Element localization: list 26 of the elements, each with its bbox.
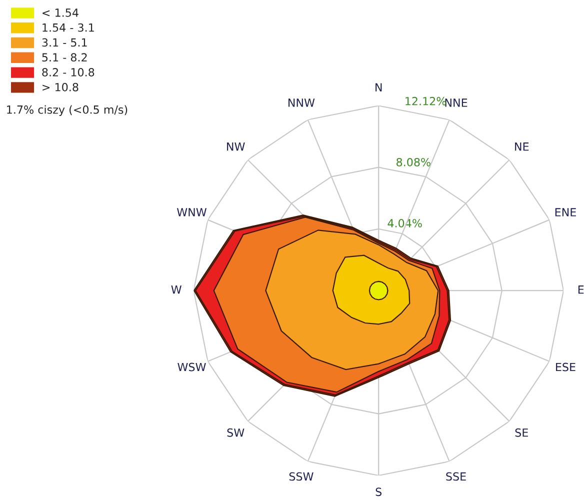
spoke-label: W [171,286,182,294]
legend-label: 8.2 - 10.8 [42,68,94,76]
spoke-label: S [376,488,382,496]
spoke-label: N [376,83,382,92]
legend-label: > 10.8 [42,82,78,92]
spoke-label: SSW [289,472,314,481]
spoke-label: ENE [555,208,576,216]
spoke-label: SW [227,428,244,437]
y-tick-label: 12.12% [406,96,446,106]
legend-label: 1.54 - 3.1 [42,23,94,32]
spoke-label: WSW [178,362,206,372]
spoke-label: SE [515,428,528,437]
y-tick-label: 8.08% [396,158,430,166]
spoke-label: WNW [176,208,207,216]
legend-label: 5.1 - 8.2 [42,53,87,62]
legend-label: < 1.54 [42,8,78,17]
spoke-label: SSE [446,472,466,481]
spoke-label: NW [227,142,245,151]
legend-label: 3.1 - 5.1 [42,38,87,47]
spoke-label: E [578,286,584,294]
text: 1.7% ciszy (<0.5 m/s) [7,105,128,116]
y-tick-label: 4.04% [388,218,422,228]
spoke-label: ESE [556,362,576,372]
spoke-label: NNW [288,98,315,107]
spoke-label: NE [515,142,529,151]
spoke-label: NNE [445,98,468,107]
